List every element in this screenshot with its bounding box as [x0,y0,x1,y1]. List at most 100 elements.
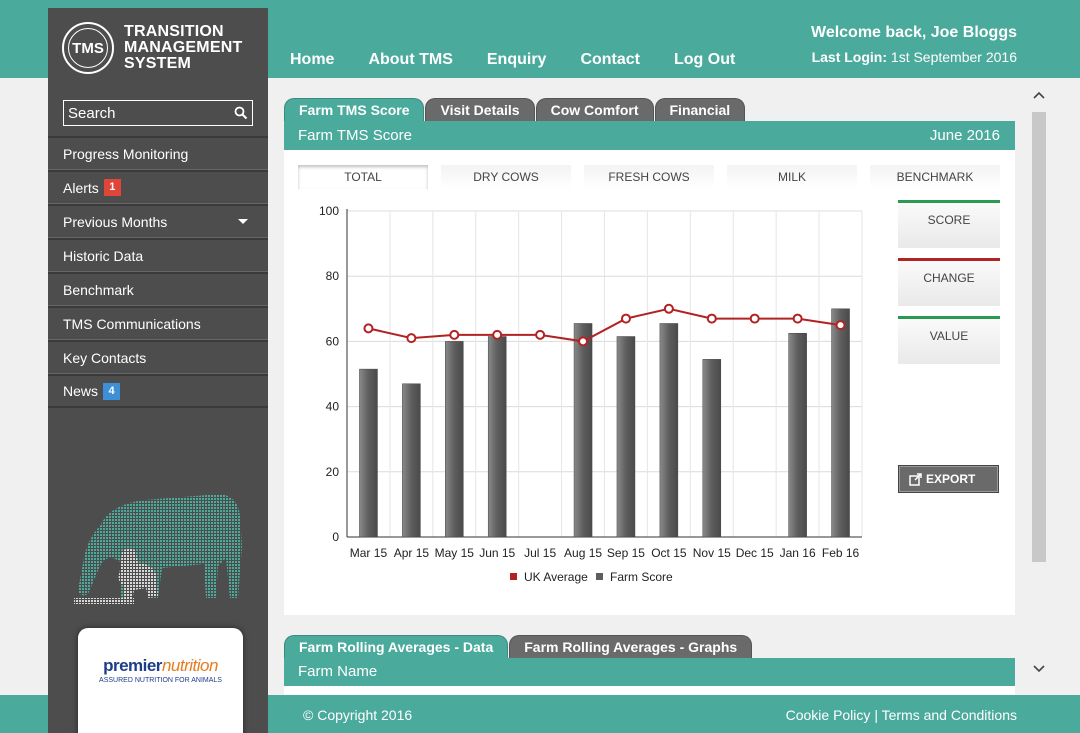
sidebar-item-historic-data[interactable]: Historic Data [48,238,268,272]
footer-separator: | [874,707,878,723]
farm-score-bar [616,336,636,538]
sidebar-item-news[interactable]: News 4 [48,374,268,408]
terms-link[interactable]: Terms and Conditions [881,707,1017,723]
welcome-block: Welcome back, Joe Bloggs Last Login: 1st… [811,24,1017,65]
cow-and-calf-icon [74,494,242,604]
score-card[interactable]: SCORE [898,200,1000,248]
score-panel: Farm TMS Score June 2016 TOTAL DRY COWS … [284,121,1015,615]
nav-about-link[interactable]: About TMS [368,51,453,68]
x-tick-label: Mar 15 [350,546,388,560]
scroll-up-icon[interactable] [1033,90,1045,100]
subtab-dry-cows[interactable]: DRY COWS [441,165,571,189]
last-login: Last Login: 1st September 2016 [811,49,1017,65]
sidebar-item-progress-monitoring[interactable]: Progress Monitoring [48,136,268,170]
value-card[interactable]: VALUE [898,316,1000,364]
copyright-text: © Copyright 2016 [303,707,413,723]
subtab-total[interactable]: TOTAL [298,165,428,189]
x-tick-label: Feb 16 [822,546,860,560]
uk-average-point [406,333,417,344]
sidebar-item-label: News [63,383,99,399]
legend-swatch-farm-score [596,573,603,580]
farm-score-bar [487,336,507,538]
y-tick-label: 0 [332,530,339,544]
x-tick-label: Sep 15 [607,546,645,560]
logo-line-2: MANAGEMENT [124,39,243,56]
x-tick-label: May 15 [435,546,475,560]
search-icon[interactable] [234,106,248,120]
y-tick-label: 40 [326,400,340,414]
last-login-value: 1st September 2016 [890,49,1017,65]
search-input[interactable] [68,104,234,122]
last-login-label: Last Login: [811,49,888,65]
y-tick-label: 60 [326,334,340,348]
uk-average-point [749,313,760,324]
scrollbar-thumb[interactable] [1032,112,1046,562]
x-tick-label: Oct 15 [651,546,687,560]
search-box [63,100,253,126]
score-chart: 0 20 40 60 80 100 Mar 15 Apr 15 May 15 Jun 15 Jul … [319,204,863,584]
legend-label-farm-score: Farm Score [610,570,673,584]
sponsor-name-accent: nutrition [161,656,218,675]
sponsor-name: premiernutrition [78,656,243,676]
sidebar-item-key-contacts[interactable]: Key Contacts [48,340,268,374]
export-icon [909,472,922,486]
y-tick-label: 20 [326,465,340,479]
x-tick-label: Jul 15 [524,546,556,560]
sidebar-item-alerts[interactable]: Alerts 1 [48,170,268,204]
export-button[interactable]: EXPORT [898,465,999,493]
tab-financial[interactable]: Financial [654,98,746,121]
alerts-count-badge: 1 [103,179,121,196]
nav-contact-link[interactable]: Contact [580,51,640,68]
footer-links: Cookie Policy | Terms and Conditions [786,707,1017,723]
sidebar-item-previous-months[interactable]: Previous Months [48,204,268,238]
uk-average-point [535,329,546,340]
sidebar-item-benchmark[interactable]: Benchmark [48,272,268,306]
x-tick-label: Apr 15 [394,546,430,560]
uk-average-line [368,307,841,343]
sidebar: TMS TRANSITION MANAGEMENT SYSTEM Progres… [48,8,268,733]
tab-rolling-graphs[interactable]: Farm Rolling Averages - Graphs [509,635,753,658]
sidebar-item-label: TMS Communications [63,315,201,332]
farm-score-bar [402,383,421,538]
nav-logout-link[interactable]: Log Out [674,51,736,68]
logo-text: TRANSITION MANAGEMENT SYSTEM [124,24,242,72]
sidebar-item-label: Alerts [63,179,99,196]
farm-score-bar [831,308,850,538]
panel-header: Farm TMS Score June 2016 [284,121,1015,150]
sponsor-name-main: premier [103,656,162,675]
tms-badge-icon: TMS [62,22,114,74]
metric-cards: SCORE CHANGE VALUE [898,200,1000,374]
tab-cow-comfort[interactable]: Cow Comfort [535,98,654,121]
cookie-policy-link[interactable]: Cookie Policy [785,707,871,723]
panel-period: June 2016 [929,127,1000,144]
uk-average-point [492,329,503,340]
sidebar-item-label: Progress Monitoring [63,145,189,162]
export-label: EXPORT [926,472,976,486]
farm-name-header: Farm Name [284,658,1015,686]
subtab-fresh-cows[interactable]: FRESH COWS [584,165,714,189]
change-card[interactable]: CHANGE [898,258,1000,306]
sidebar-item-label: Historic Data [63,247,144,264]
sponsor-logo[interactable]: premiernutrition ASSURED NUTRITION FOR A… [78,628,243,733]
uk-average-point [663,303,674,314]
rolling-panel-body [284,686,1015,695]
y-tick-label: 100 [319,204,339,218]
tab-visit-details[interactable]: Visit Details [425,98,535,121]
sidebar-item-tms-communications[interactable]: TMS Communications [48,306,268,340]
scroll-down-icon[interactable] [1033,664,1045,674]
tab-rolling-data[interactable]: Farm Rolling Averages - Data [284,635,509,658]
subtab-benchmark[interactable]: BENCHMARK [870,165,1000,189]
x-tick-label: Dec 15 [736,546,774,560]
farm-score-bar [359,368,378,538]
subtab-milk[interactable]: MILK [727,165,857,189]
tab-farm-tms-score[interactable]: Farm TMS Score [284,98,425,121]
uk-average-point [449,329,460,340]
nav-home-link[interactable]: Home [290,51,335,68]
rolling-tabs: Farm Rolling Averages - Data Farm Rollin… [284,635,753,658]
uk-average-point [620,313,631,324]
page-scrollbar[interactable] [1030,90,1046,690]
x-tick-label: Jan 16 [780,546,816,560]
nav-enquiry-link[interactable]: Enquiry [486,51,547,68]
tms-logo[interactable]: TMS TRANSITION MANAGEMENT SYSTEM [62,22,242,74]
farm-score-bar [788,333,807,538]
